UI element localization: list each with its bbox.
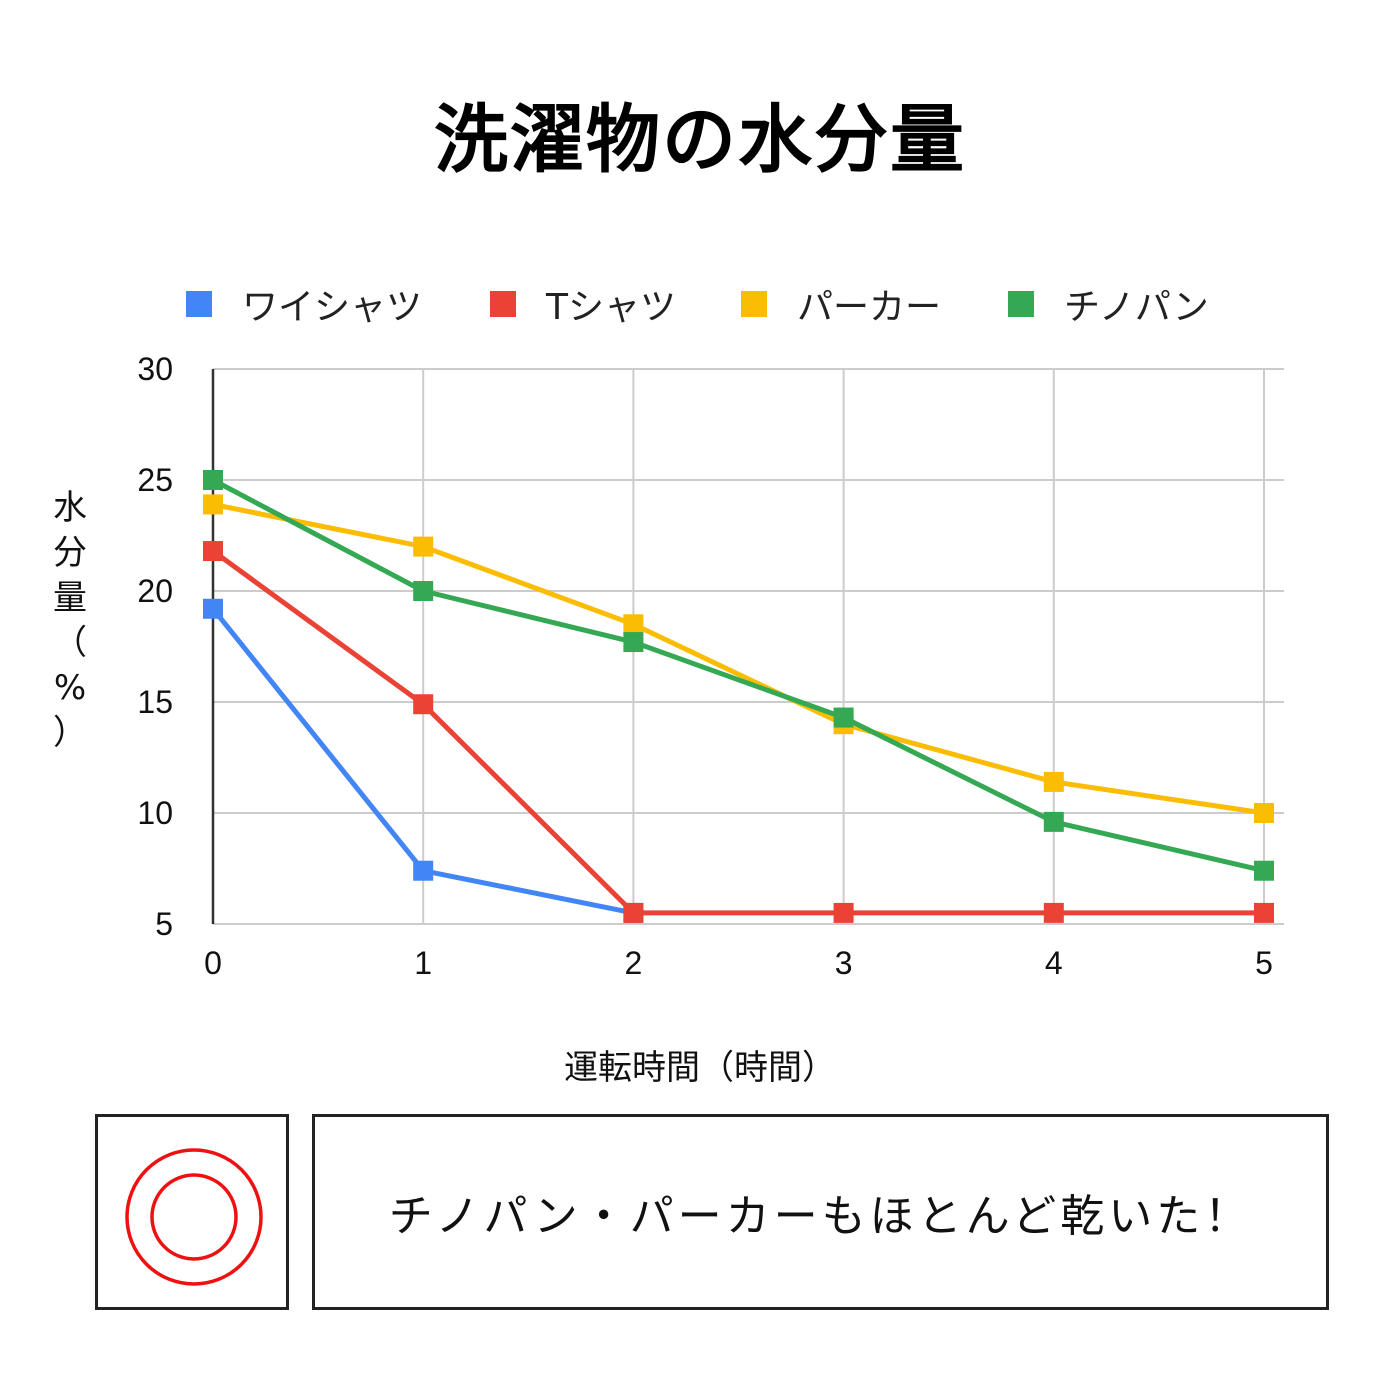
legend-item-chinos: チノパン: [1008, 276, 1209, 332]
x-tick-label: 4: [1045, 945, 1063, 981]
y-tick-label: 5: [155, 906, 173, 942]
data-point: [413, 581, 434, 601]
data-point: [413, 860, 434, 881]
y-tick-label: 25: [137, 462, 173, 498]
series-line: [211, 549, 1264, 916]
chart-title: 洗濯物の水分量: [434, 97, 966, 183]
x-tick-label: 2: [625, 945, 643, 981]
data-point: [623, 632, 644, 653]
y-tick-label: 30: [137, 351, 173, 387]
result-message: チノパン・パーカーもほとんど乾いた！: [388, 1191, 1253, 1242]
data-point: [1043, 902, 1064, 923]
data-point: [203, 470, 223, 490]
legend-swatch: [186, 291, 212, 317]
data-point: [1254, 803, 1274, 823]
result-icon-box: [95, 1114, 289, 1310]
series-lines: [203, 470, 1274, 923]
legend-item-wishirt: ワイシャツ: [186, 276, 422, 332]
legend-item-tshirt: Tシャツ: [490, 276, 676, 332]
legend-label: ワイシャツ: [242, 287, 423, 328]
legend-label: Tシャツ: [546, 287, 676, 328]
x-tick-label: 5: [1255, 945, 1273, 981]
tick-labels: 5 10 15 20 25 30 0 1 2 3 4 5: [137, 351, 1272, 981]
legend-label: パーカー: [797, 287, 942, 328]
legend-swatch: [490, 291, 516, 317]
y-axis-label-char: ）: [53, 713, 87, 753]
x-tick-label: 0: [204, 945, 222, 981]
y-axis-label-char: 水: [53, 488, 87, 528]
y-axis-label-char: 量: [53, 578, 87, 618]
y-axis-label-char: 分: [53, 533, 87, 573]
series-line: [212, 501, 1265, 816]
double-circle-icon: [125, 1148, 263, 1286]
data-point: [1043, 811, 1064, 832]
data-point: [203, 494, 223, 515]
x-tick-label: 1: [414, 945, 432, 981]
line-chart: 5 10 15 20 25 30 0 1 2 3 4 5: [137, 351, 1284, 981]
data-point: [1254, 902, 1274, 923]
y-axis-label-char: （: [53, 623, 87, 663]
data-point: [203, 541, 223, 562]
data-point: [1043, 771, 1064, 792]
y-tick-label: 20: [137, 573, 173, 609]
y-axis-label-char: %: [53, 668, 87, 708]
legend-swatch: [741, 291, 767, 317]
data-point: [413, 694, 434, 715]
series-line: [211, 477, 1265, 874]
data-point: [1254, 860, 1274, 881]
y-tick-label: 10: [137, 795, 173, 831]
data-point: [623, 614, 644, 635]
x-axis-label: 運転時間（時間）: [564, 1048, 836, 1088]
x-tick-label: 3: [835, 945, 853, 981]
y-tick-label: 15: [137, 684, 173, 720]
y-axis-label: 水分量 （% ）: [48, 486, 92, 756]
data-point: [413, 536, 434, 557]
legend-label: チノパン: [1064, 287, 1209, 328]
legend-item-parka: パーカー: [741, 276, 941, 332]
result-message-box: チノパン・パーカーもほとんど乾いた！: [312, 1114, 1329, 1310]
data-point: [833, 902, 854, 923]
chart-legend: ワイシャツ Tシャツ パーカー チノパン: [0, 276, 1400, 332]
legend-swatch: [1008, 291, 1034, 317]
data-point: [833, 707, 854, 728]
data-point: [203, 598, 223, 619]
data-point: [623, 902, 644, 923]
grid-lines: [213, 368, 1284, 925]
